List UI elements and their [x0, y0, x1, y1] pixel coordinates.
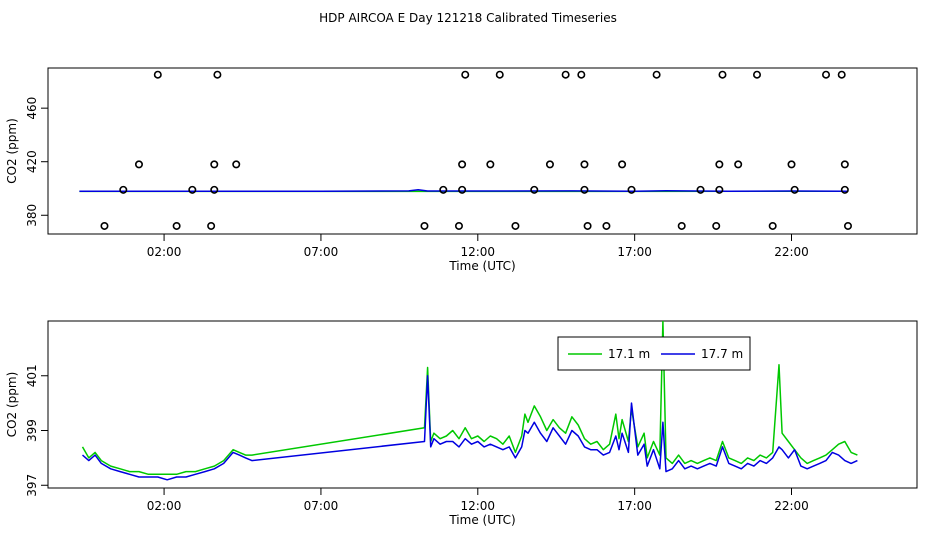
data-point — [495, 70, 504, 79]
data-point — [461, 70, 470, 79]
x-tick-label: 07:00 — [304, 499, 339, 513]
plot-frame — [47, 320, 918, 489]
data-point — [511, 221, 520, 230]
series-line-b — [79, 189, 849, 193]
data-point — [768, 221, 777, 230]
y-tick-label: 380 — [25, 204, 39, 227]
y-tick-label: 397 — [25, 474, 39, 497]
data-point — [119, 185, 128, 194]
data-point — [618, 160, 627, 169]
data-point — [696, 185, 705, 194]
data-point — [712, 221, 721, 230]
data-point — [210, 160, 219, 169]
data-point — [458, 160, 467, 169]
y-tick-label: 460 — [25, 97, 39, 120]
data-point — [822, 70, 831, 79]
data-point — [677, 221, 686, 230]
data-point — [172, 221, 181, 230]
data-point — [188, 185, 197, 194]
x-tick-label: 02:00 — [147, 245, 182, 259]
data-point — [715, 185, 724, 194]
x-tick-label: 12:00 — [460, 499, 495, 513]
data-point — [545, 160, 554, 169]
figure-title: HDP AIRCOA E Day 121218 Calibrated Times… — [319, 11, 617, 25]
y-axis-label: CO2 (ppm) — [5, 118, 19, 184]
data-point — [577, 70, 586, 79]
data-point — [580, 160, 589, 169]
data-point — [580, 185, 589, 194]
data-point — [718, 70, 727, 79]
x-tick-label: 17:00 — [617, 499, 652, 513]
x-tick-label: 22:00 — [774, 245, 809, 259]
data-point — [840, 185, 849, 194]
data-point — [561, 70, 570, 79]
data-point — [458, 185, 467, 194]
data-point — [843, 221, 852, 230]
data-point — [734, 160, 743, 169]
data-point — [753, 70, 762, 79]
y-tick-label: 399 — [25, 419, 39, 442]
x-axis-label: Time (UTC) — [448, 259, 515, 273]
data-point — [210, 185, 219, 194]
data-point — [530, 185, 539, 194]
x-tick-label: 22:00 — [774, 499, 809, 513]
data-point — [583, 221, 592, 230]
panel-top: 02:00 07:00 12:00 17:00 22:00 380 420 460 Time (… — [5, 67, 918, 273]
x-axis-label: Time (UTC) — [448, 513, 515, 527]
x-tick-label: 12:00 — [460, 245, 495, 259]
legend: 17.1 m 17.7 m — [557, 336, 751, 371]
data-point — [837, 70, 846, 79]
x-tick-label: 02:00 — [147, 499, 182, 513]
data-point — [840, 160, 849, 169]
data-point — [153, 70, 162, 79]
data-point — [420, 221, 429, 230]
x-tick-label: 07:00 — [304, 245, 339, 259]
panel-bottom: 02:00 07:00 12:00 17:00 22:00 397 399 401 Time (… — [5, 320, 918, 527]
legend-label: 17.1 m — [608, 347, 650, 361]
series-line-b — [82, 375, 858, 481]
x-tick-label: 17:00 — [617, 245, 652, 259]
data-point — [439, 185, 448, 194]
data-point — [232, 160, 241, 169]
data-point — [627, 185, 636, 194]
data-point — [715, 160, 724, 169]
data-point — [652, 70, 661, 79]
y-axis-label: CO2 (ppm) — [5, 372, 19, 438]
plot-area — [79, 70, 852, 230]
data-point — [602, 221, 611, 230]
series-line-a — [81, 321, 858, 476]
data-point — [134, 160, 143, 169]
data-point — [213, 70, 222, 79]
y-tick-label: 401 — [25, 364, 39, 387]
y-tick-label: 420 — [25, 150, 39, 173]
data-point — [100, 221, 109, 230]
legend-label: 17.7 m — [701, 347, 743, 361]
plot-area — [81, 321, 858, 481]
data-point — [486, 160, 495, 169]
data-point — [787, 160, 796, 169]
data-point — [790, 185, 799, 194]
plot-frame — [47, 67, 918, 235]
data-point — [454, 221, 463, 230]
data-point — [207, 221, 216, 230]
